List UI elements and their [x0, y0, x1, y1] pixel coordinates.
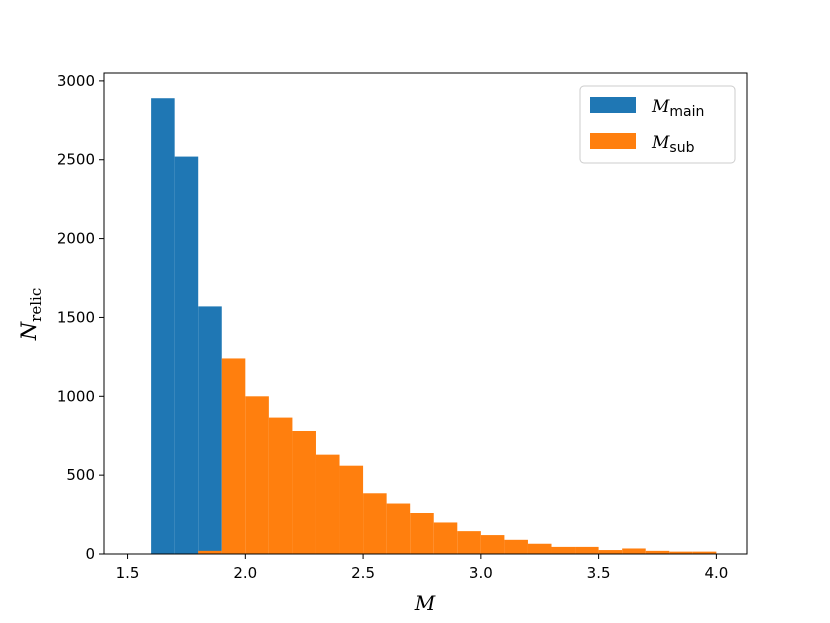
x-tick-label: 2.0	[233, 564, 257, 582]
y-tick-label: 3000	[57, 72, 95, 90]
y-tick-label: 1500	[57, 308, 95, 326]
y-tick-label: 2000	[57, 230, 95, 248]
x-tick-label: 3.0	[469, 564, 493, 582]
y-axis-label: Nrelic	[17, 288, 45, 341]
x-tick-label: 1.5	[116, 564, 140, 582]
y-axis-ticks: 0 500 1000 1500 2000 2500 3000	[57, 72, 104, 563]
legend-label-sub: Msub	[651, 133, 695, 156]
bar-sub-12	[480, 535, 505, 554]
bar-sub-5	[315, 454, 340, 554]
bar-main-0	[151, 98, 175, 554]
y-tick-label: 500	[66, 466, 95, 484]
bars-layer	[151, 98, 717, 554]
y-tick-label: 1000	[57, 387, 95, 405]
bar-sub-17	[598, 550, 623, 554]
legend-swatch-main	[590, 97, 636, 113]
bar-sub-6	[339, 465, 364, 554]
bar-sub-4	[292, 430, 316, 554]
plot-frame	[103, 72, 748, 555]
bar-sub-15	[551, 546, 576, 554]
bar-sub-20	[669, 551, 693, 554]
y-axis-label-main: N	[17, 321, 41, 341]
x-tick-label: 2.5	[351, 564, 375, 582]
legend-swatch-sub	[590, 133, 636, 149]
legend-label-main: Mmain	[651, 97, 704, 120]
y-tick-label: 0	[85, 545, 95, 563]
x-axis-label: M	[414, 591, 436, 615]
bar-sub-7	[363, 493, 387, 554]
bar-sub-14	[527, 543, 552, 554]
bar-sub-19	[645, 550, 670, 554]
bar-main-1	[174, 156, 199, 554]
bar-sub-2	[245, 396, 269, 554]
bar-sub-8	[386, 503, 411, 554]
y-tick-label: 2500	[57, 151, 95, 169]
x-tick-label: 4.0	[704, 564, 728, 582]
bar-main-2	[198, 306, 222, 554]
bar-sub-1	[221, 358, 246, 554]
bar-sub-13	[504, 539, 528, 554]
svg-text:Nrelic: Nrelic	[17, 288, 45, 341]
bar-sub-18	[622, 548, 646, 554]
bar-sub-10	[433, 522, 458, 554]
bar-sub-3	[268, 417, 293, 554]
y-axis-label-sub: relic	[27, 288, 45, 322]
bar-sub-16	[575, 546, 599, 554]
bar-sub-9	[410, 513, 434, 554]
bar-sub-0	[198, 550, 222, 554]
bar-sub-11	[457, 531, 481, 554]
x-tick-label: 3.5	[587, 564, 611, 582]
x-axis-ticks: 1.5 2.0 2.5 3.0 3.5 4.0	[116, 554, 728, 582]
legend: Mmain Msub	[579, 85, 736, 164]
bar-sub-21	[692, 551, 717, 554]
